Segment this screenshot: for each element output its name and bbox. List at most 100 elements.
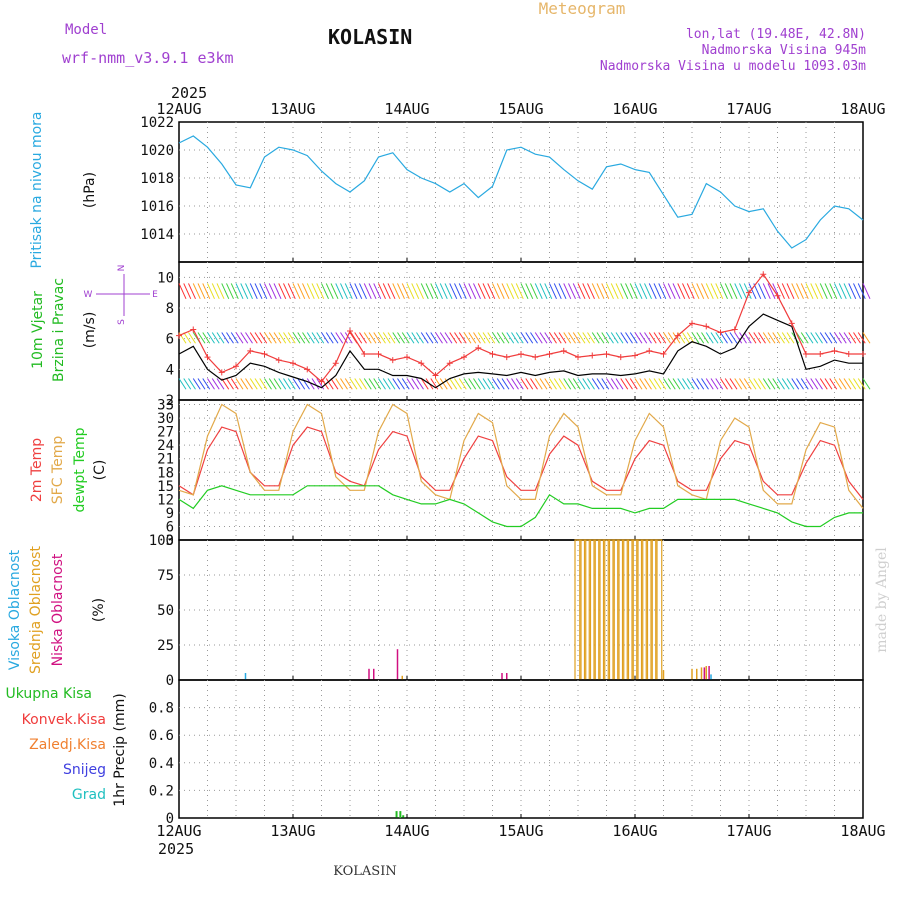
wind-barb [610, 332, 619, 344]
wind-barb [297, 283, 306, 300]
wind-ylabel: (m/s) [82, 312, 98, 349]
wind-barb [449, 378, 458, 390]
wind-barb [278, 332, 287, 344]
wind-barb [857, 332, 866, 344]
wind-barb [325, 378, 334, 390]
y-tick-label: 9 [166, 506, 174, 522]
gust-marker [703, 323, 710, 330]
wind-barb [292, 378, 301, 390]
wind-barb [416, 283, 424, 300]
date-labels-bottom: 12AUG 13AUG 14AUG 15AUG 16AUG 17AUG 18AUG [156, 822, 885, 840]
wind-barb [634, 332, 643, 344]
wind-barb [587, 283, 595, 300]
wind-barb [606, 283, 614, 300]
wind-barb [292, 283, 301, 300]
wind-barb [230, 378, 239, 390]
wind-barb [245, 283, 253, 300]
wind-barb [368, 332, 377, 344]
compass-rose: N W E S [84, 265, 159, 325]
legend-total-rain: Ukupna Kisa [5, 686, 92, 702]
wind-barb [235, 283, 244, 300]
wind-barb [216, 378, 225, 390]
wind-barb [363, 283, 372, 300]
wind-barb [705, 378, 714, 390]
wind-barb [558, 283, 567, 300]
wind-barb [853, 283, 861, 300]
legend-freezing-rain: Zaledj.Kisa [29, 737, 106, 753]
wind-barb [753, 378, 762, 390]
wind-barb [477, 332, 486, 344]
wind-barb [549, 378, 557, 390]
date-tick-label: 12AUG [156, 100, 201, 118]
wind-barb [710, 378, 719, 390]
wind-barb [264, 283, 272, 300]
wind-barb [435, 378, 443, 390]
wind-barb [629, 378, 638, 390]
wind-barb [511, 378, 519, 390]
wind-barb [449, 283, 458, 300]
wind-barb [463, 378, 472, 390]
wind-barb [245, 378, 253, 390]
wind-barb [188, 332, 196, 344]
wind-barb [325, 283, 334, 300]
watermark: made by Angel [874, 547, 890, 653]
wind-barb [739, 332, 747, 344]
wind-barb [463, 332, 472, 344]
wind-barb [468, 283, 477, 300]
wind-barb [211, 378, 220, 390]
wind-title2: Brzina i Pravac [51, 278, 67, 382]
wind-barb [411, 332, 420, 344]
wind-barb [439, 283, 448, 300]
wind-barb [677, 378, 686, 390]
gust-marker [560, 347, 567, 354]
wind-barb [363, 378, 372, 390]
wind-barb [530, 378, 538, 390]
gust-marker [190, 326, 197, 333]
gust-marker [603, 351, 610, 357]
wind-barb [553, 283, 562, 300]
cloud-bar [574, 539, 582, 680]
wind-barb [625, 283, 633, 300]
wind-barb [838, 378, 847, 390]
wind-barb [287, 283, 296, 300]
wind-barb [544, 283, 553, 300]
y-tick-label: 21 [157, 452, 174, 468]
wind-barb [197, 378, 206, 390]
wind-barb [183, 378, 192, 390]
wind-barb [406, 378, 415, 390]
wind-barb [634, 378, 643, 390]
date-labels-top: 12AUG 13AUG 14AUG 15AUG 16AUG 17AUG 18AUG [156, 100, 885, 118]
wind-barb [724, 332, 733, 344]
wind-barb [834, 283, 842, 300]
wind-barb [359, 332, 367, 344]
wind-barb [226, 378, 234, 390]
gust-marker [304, 366, 311, 373]
wind-barb [748, 283, 757, 300]
wind-barb [444, 283, 453, 300]
gust-marker [418, 360, 425, 367]
gust-marker [375, 351, 382, 357]
wind-barb [663, 378, 671, 390]
wind-barb [810, 378, 819, 390]
cloud-bar [583, 539, 592, 680]
wind-barb [677, 283, 686, 300]
wind-barb [563, 378, 572, 390]
wind-barb [525, 378, 534, 390]
wind-barb [539, 283, 548, 300]
wind-barb [344, 283, 353, 300]
wind-barb [686, 283, 695, 300]
wind-barb [796, 378, 804, 390]
wind-barb [639, 332, 648, 344]
wind-barb [639, 283, 648, 300]
wind-barb [458, 378, 467, 390]
wind-barb [781, 332, 790, 344]
model-altitude-label: Nadmorska Visina u modelu 1093.03m [600, 59, 866, 74]
wind-barb [777, 378, 785, 390]
compass-north: N [117, 265, 127, 272]
wind-barb [629, 283, 638, 300]
gust-marker [247, 347, 254, 354]
gust-marker [746, 289, 752, 296]
wind-barb [767, 332, 776, 344]
wind-barb [473, 283, 481, 300]
y-tick-label: 1022 [140, 115, 174, 131]
